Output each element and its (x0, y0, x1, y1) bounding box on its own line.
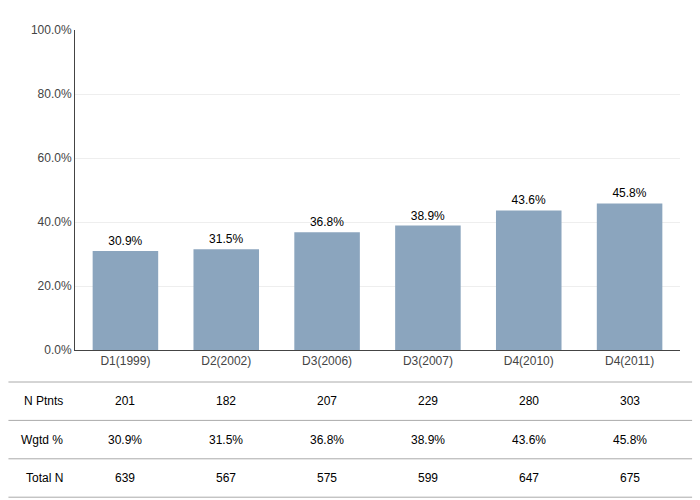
svg-text:D2(2002): D2(2002) (201, 354, 251, 368)
svg-text:45.8%: 45.8% (612, 186, 646, 200)
svg-text:599: 599 (418, 471, 438, 485)
svg-text:D4(2011): D4(2011) (605, 354, 654, 368)
svg-text:675: 675 (620, 471, 640, 485)
svg-text:N Ptnts: N Ptnts (24, 394, 63, 408)
svg-text:100.0%: 100.0% (31, 23, 72, 37)
svg-text:201: 201 (115, 394, 135, 408)
svg-text:207: 207 (317, 394, 337, 408)
svg-text:280: 280 (519, 394, 539, 408)
svg-text:31.5%: 31.5% (209, 232, 243, 246)
svg-text:303: 303 (620, 394, 640, 408)
svg-text:0.0%: 0.0% (44, 343, 72, 357)
svg-text:575: 575 (317, 471, 337, 485)
svg-text:38.9%: 38.9% (411, 433, 445, 447)
svg-text:31.5%: 31.5% (209, 433, 243, 447)
svg-text:D3(2006): D3(2006) (302, 354, 352, 368)
svg-text:639: 639 (115, 471, 135, 485)
svg-text:567: 567 (216, 471, 236, 485)
svg-text:229: 229 (418, 394, 438, 408)
svg-text:20.0%: 20.0% (38, 279, 72, 293)
svg-text:43.6%: 43.6% (512, 193, 546, 207)
svg-text:38.9%: 38.9% (411, 209, 445, 223)
svg-text:40.0%: 40.0% (38, 215, 72, 229)
svg-text:D1(1999): D1(1999) (100, 354, 150, 368)
svg-text:182: 182 (216, 394, 236, 408)
svg-text:D4(2010): D4(2010) (504, 354, 554, 368)
svg-text:Total N: Total N (26, 471, 63, 485)
svg-text:45.8%: 45.8% (613, 433, 647, 447)
svg-text:Wgtd %: Wgtd % (21, 433, 63, 447)
svg-text:36.8%: 36.8% (310, 433, 344, 447)
svg-text:80.0%: 80.0% (38, 87, 72, 101)
svg-text:30.9%: 30.9% (108, 234, 142, 248)
svg-text:D3(2007): D3(2007) (403, 354, 453, 368)
svg-text:36.8%: 36.8% (310, 215, 344, 229)
svg-text:30.9%: 30.9% (108, 433, 142, 447)
svg-text:43.6%: 43.6% (512, 433, 546, 447)
svg-text:60.0%: 60.0% (38, 151, 72, 165)
svg-text:647: 647 (519, 471, 539, 485)
